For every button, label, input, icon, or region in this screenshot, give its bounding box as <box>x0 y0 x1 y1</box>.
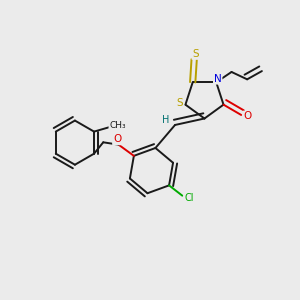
Text: O: O <box>113 134 121 144</box>
Text: Cl: Cl <box>184 193 194 203</box>
Text: O: O <box>244 111 252 122</box>
Text: S: S <box>192 49 199 59</box>
Text: CH₃: CH₃ <box>109 121 126 130</box>
Text: N: N <box>214 74 222 84</box>
Text: H: H <box>162 115 169 125</box>
Text: S: S <box>177 98 183 108</box>
